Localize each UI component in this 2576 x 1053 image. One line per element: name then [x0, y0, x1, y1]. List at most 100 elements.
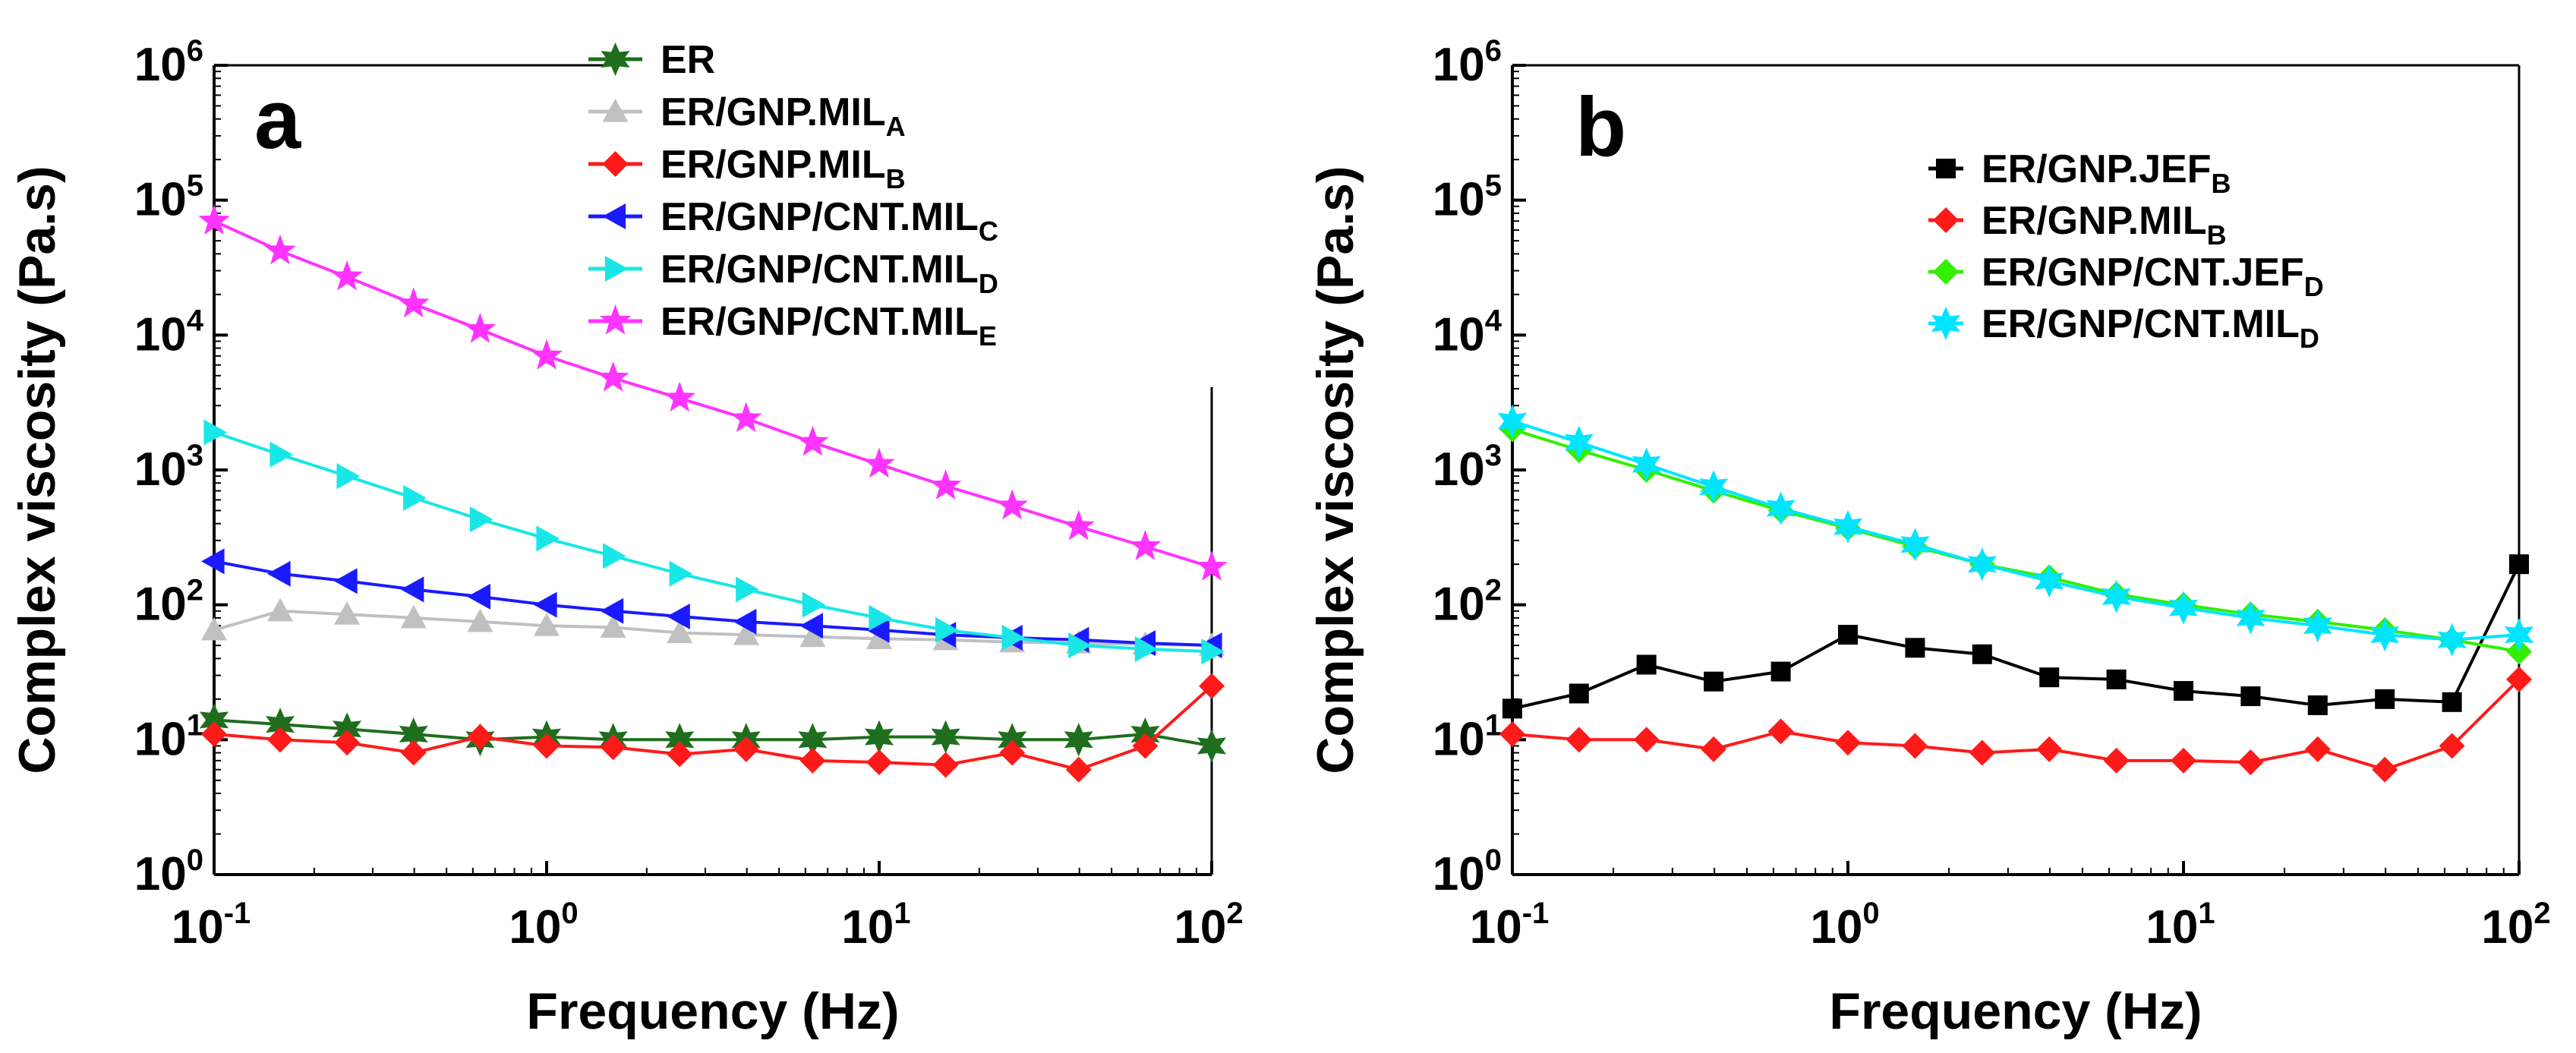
- x-tick-base: 10: [841, 901, 894, 954]
- data-point: [2506, 638, 2532, 665]
- data-point: [201, 720, 227, 747]
- data-point: [1565, 727, 1592, 753]
- y-tick-label: 103: [1433, 439, 1502, 496]
- data-point: [863, 447, 895, 478]
- data-point: [333, 712, 362, 746]
- data-point: [1767, 718, 1794, 745]
- y-tick-exp: 5: [1485, 169, 1502, 203]
- y-tick-base: 10: [134, 174, 187, 226]
- data-point: [799, 747, 826, 774]
- legend-marker: [599, 304, 632, 335]
- series-line: [1512, 563, 2521, 711]
- data-point: [267, 597, 294, 622]
- legend-entry: ER/GNP/CNT.MILC: [588, 195, 998, 247]
- data-point: [597, 361, 629, 392]
- y-tick-exp: 1: [1485, 708, 1502, 742]
- x-axis-title: Frequency (Hz): [1829, 982, 2202, 1040]
- series-line: [213, 560, 1212, 648]
- legend-label: ER/GNP.JEFB: [1982, 147, 2231, 199]
- data-point: [2168, 591, 2199, 625]
- data-point: [1132, 733, 1159, 759]
- data-point: [667, 741, 693, 768]
- data-point: [2304, 736, 2331, 762]
- data-point: [536, 525, 560, 552]
- y-tick-exp: 2: [187, 574, 203, 607]
- y-tick-label: 104: [134, 304, 204, 361]
- data-point: [2101, 579, 2131, 613]
- y-tick-exp: 0: [187, 843, 203, 877]
- data-point: [336, 463, 361, 490]
- data-point: [796, 425, 829, 456]
- data-point: [866, 626, 892, 650]
- data-point: [1502, 698, 1522, 719]
- data-point: [2103, 747, 2130, 774]
- y-tick-base: 10: [1433, 579, 1485, 631]
- data-point: [2039, 667, 2060, 688]
- data-point: [2370, 618, 2400, 652]
- data-point: [864, 720, 894, 754]
- x-tick-exp: 1: [894, 897, 910, 930]
- data-point: [534, 733, 560, 759]
- y-tick-exp: 6: [1485, 34, 1502, 68]
- data-point: [2307, 695, 2328, 715]
- data-point: [1196, 550, 1228, 581]
- legend-subscript: B: [2207, 219, 2227, 251]
- x-tick-exp: -1: [224, 897, 251, 930]
- legend-subscript: B: [886, 163, 906, 194]
- y-tick-base: 10: [1433, 443, 1485, 496]
- x-tick-exp: 1: [2198, 897, 2215, 930]
- data-point: [1197, 729, 1227, 763]
- x-tick-label: 102: [2481, 897, 2550, 954]
- x-tick-label: 101: [2146, 897, 2215, 954]
- data-point: [1699, 470, 1729, 504]
- x-tick-base: 10: [172, 901, 224, 954]
- legend-marker: [1936, 159, 1956, 178]
- x-tick-base: 10: [1174, 901, 1226, 954]
- data-point: [400, 604, 427, 629]
- y-tick-exp: 4: [187, 304, 204, 337]
- legend-entry: ER/GNP.MILB: [588, 143, 906, 194]
- y-tick-exp: 5: [187, 169, 203, 203]
- data-point: [400, 576, 424, 603]
- data-point: [1129, 530, 1162, 560]
- data-point: [929, 469, 962, 500]
- legend-marker: [604, 256, 629, 282]
- series-er-gnp-jefb: [1502, 554, 2529, 719]
- legend-marker: [1931, 307, 1961, 340]
- data-point: [334, 730, 361, 756]
- y-tick-label: 100: [134, 843, 203, 900]
- data-point: [603, 543, 626, 569]
- legend-entry: ER: [588, 38, 715, 82]
- y-tick-label: 106: [1433, 34, 1502, 91]
- x-tick-label: 100: [1810, 897, 1879, 954]
- data-point: [467, 583, 491, 610]
- data-point: [2439, 733, 2465, 759]
- data-point: [2506, 666, 2532, 692]
- x-axis-title: Frequency (Hz): [526, 982, 899, 1040]
- data-point: [798, 723, 828, 757]
- data-point: [664, 381, 696, 412]
- data-point: [469, 506, 493, 533]
- data-point: [1065, 756, 1092, 783]
- y-tick-label: 101: [1433, 708, 1502, 765]
- series-line: [213, 685, 1213, 771]
- x-tick-base: 10: [1810, 901, 1862, 954]
- data-point: [669, 560, 693, 587]
- data-point: [266, 708, 295, 742]
- data-point: [199, 703, 229, 737]
- y-tick-base: 10: [1433, 174, 1485, 226]
- data-point: [667, 620, 693, 644]
- data-point: [1704, 671, 1724, 692]
- data-point: [531, 339, 563, 370]
- data-point: [2174, 681, 2193, 701]
- data-point: [331, 260, 363, 291]
- legend-name: ER/GNP/CNT.MIL: [1982, 302, 2300, 346]
- data-point: [1967, 547, 1997, 582]
- data-point: [931, 720, 960, 754]
- data-point: [1969, 739, 1995, 766]
- data-point: [2237, 749, 2264, 776]
- series-line: [1512, 419, 2520, 642]
- data-point: [2106, 669, 2127, 689]
